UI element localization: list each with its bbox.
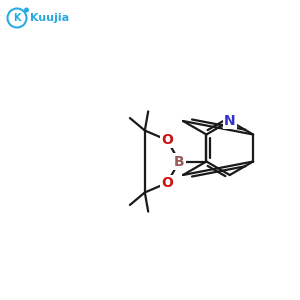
Text: N: N bbox=[224, 114, 236, 128]
Text: O: O bbox=[161, 176, 173, 190]
Text: K: K bbox=[13, 13, 21, 23]
Text: O: O bbox=[161, 133, 173, 147]
Text: B: B bbox=[174, 154, 185, 169]
Text: Kuujia: Kuujia bbox=[30, 13, 69, 23]
Circle shape bbox=[25, 8, 28, 12]
